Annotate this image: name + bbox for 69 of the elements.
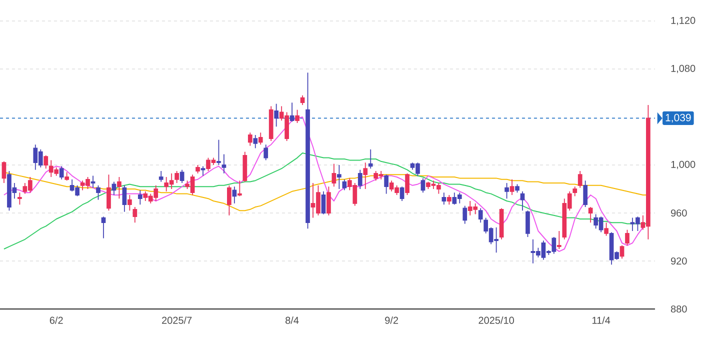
candlestick bbox=[342, 178, 347, 191]
candlestick bbox=[2, 160, 6, 184]
candlestick bbox=[290, 102, 294, 122]
candlestick bbox=[180, 169, 184, 184]
candlestick bbox=[332, 163, 336, 188]
x-tick-label: 2025/7 bbox=[162, 316, 192, 324]
candlestick bbox=[526, 210, 530, 238]
candlestick bbox=[326, 186, 331, 216]
candlestick bbox=[588, 206, 593, 224]
y-tick-label: 880 bbox=[670, 305, 687, 313]
candlestick bbox=[604, 222, 608, 236]
y-tick-label: 1,000 bbox=[671, 160, 696, 170]
candlestick bbox=[59, 166, 64, 180]
candlestick bbox=[368, 148, 373, 170]
candlestick bbox=[138, 190, 142, 206]
x-tick-label: 11/4 bbox=[592, 316, 610, 324]
x-tick-label: 6/2 bbox=[50, 316, 63, 324]
candlestick bbox=[625, 229, 630, 246]
y-tick-label: 1,120 bbox=[671, 16, 696, 26]
y-tick-label: 920 bbox=[671, 257, 687, 265]
candlestick bbox=[446, 194, 452, 206]
candlestick bbox=[96, 184, 100, 200]
candlestick bbox=[384, 174, 388, 194]
candlestick bbox=[400, 186, 404, 202]
candlestick bbox=[158, 170, 164, 182]
candlestick bbox=[117, 176, 122, 200]
candlestick bbox=[274, 103, 279, 128]
candlestick bbox=[358, 169, 362, 190]
candlestick bbox=[174, 170, 179, 184]
candlestick bbox=[620, 244, 624, 260]
candlestick bbox=[200, 166, 206, 176]
candlestick bbox=[44, 154, 48, 170]
candlestick bbox=[556, 230, 562, 250]
candlestick bbox=[504, 182, 509, 200]
candlestick bbox=[18, 192, 22, 206]
candlestick bbox=[478, 208, 483, 224]
candlestick bbox=[227, 184, 232, 216]
candlestick bbox=[442, 192, 446, 206]
candlestick bbox=[420, 178, 426, 194]
candlestick bbox=[101, 216, 106, 239]
ref-line-label: 1,039 bbox=[666, 114, 691, 123]
candlestick bbox=[258, 132, 263, 146]
candlestick bbox=[237, 180, 242, 197]
candlestick bbox=[264, 144, 268, 161]
x-tick-label: 8/4 bbox=[286, 316, 299, 324]
candlestick bbox=[122, 184, 127, 212]
candlestick bbox=[90, 175, 96, 188]
x-tick-label: 2025/10 bbox=[478, 316, 514, 324]
candlestick bbox=[222, 154, 226, 174]
candlestick bbox=[248, 132, 252, 146]
candlestick bbox=[132, 206, 138, 224]
candlestick bbox=[578, 170, 582, 188]
candlestick bbox=[363, 162, 368, 190]
candlestick bbox=[510, 178, 514, 196]
y-tick-label: 960 bbox=[671, 209, 687, 217]
candlestick bbox=[106, 174, 111, 212]
candlestick bbox=[321, 190, 326, 215]
candlestick bbox=[583, 180, 588, 208]
x-tick-label: 9/2 bbox=[385, 316, 398, 324]
candlestick bbox=[300, 94, 305, 106]
candlestick bbox=[572, 186, 578, 197]
y-tick-label: 1,080 bbox=[671, 64, 696, 74]
candlestick bbox=[337, 164, 342, 190]
candlestick bbox=[295, 109, 300, 124]
candlestick bbox=[405, 172, 410, 196]
candlestick bbox=[128, 194, 132, 212]
candlestick bbox=[216, 139, 221, 166]
candlestick bbox=[253, 134, 258, 149]
candlestick bbox=[462, 205, 468, 224]
